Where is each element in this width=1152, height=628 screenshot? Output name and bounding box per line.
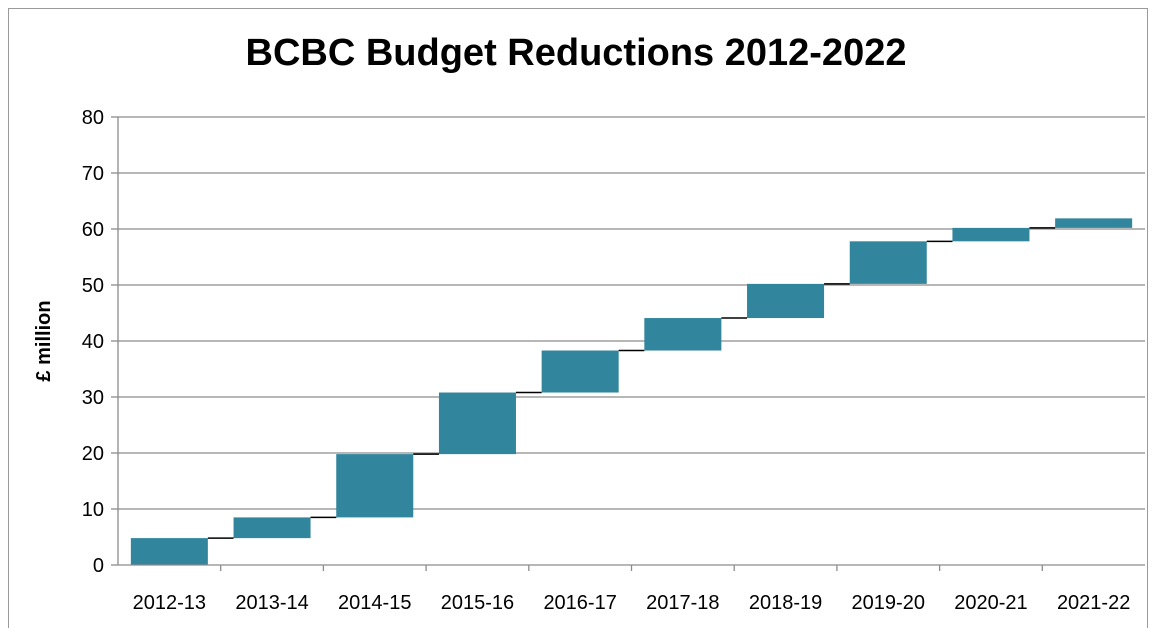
- x-tick-label: 2012-13: [133, 592, 206, 614]
- x-tick-label: 2016-17: [543, 592, 616, 614]
- y-tick-label: 50: [82, 275, 104, 297]
- bar-2013-14: [233, 517, 311, 539]
- bar-2018-19: [747, 283, 825, 319]
- x-tick-label: 2017-18: [646, 592, 719, 614]
- x-tick-label: 2020-21: [954, 592, 1027, 614]
- x-tick-label: 2019-20: [852, 592, 925, 614]
- y-tick-label: 60: [82, 219, 104, 241]
- bar-2017-18: [644, 318, 722, 351]
- x-axis-ticks: 2012-13 2013-14 2014-15 2015-16 2016-17 2017-…: [133, 565, 1130, 614]
- y-tick-label: 0: [93, 555, 104, 577]
- bar-2020-21: [952, 227, 1030, 242]
- x-tick-label: 2015-16: [441, 592, 514, 614]
- y-tick-label: 70: [82, 163, 104, 185]
- bars: [130, 218, 1133, 565]
- bar-2012-13: [130, 538, 208, 565]
- x-tick-label: 2021-22: [1057, 592, 1130, 614]
- y-tick-label: 80: [82, 107, 104, 129]
- chart-frame: [8, 8, 1148, 628]
- chart-title: BCBC Budget Reductions 2012-2022: [245, 32, 907, 74]
- x-tick-label: 2018-19: [749, 592, 822, 614]
- connectors: [207, 227, 1056, 539]
- bar-2014-15: [336, 454, 414, 518]
- x-tick-label: 2014-15: [338, 592, 411, 614]
- x-tick-label: 2013-14: [235, 592, 308, 614]
- gridlines: [118, 116, 1145, 510]
- bar-2016-17: [541, 350, 619, 393]
- y-axis-label: £ million: [33, 300, 55, 381]
- bar-2019-20: [849, 241, 927, 284]
- y-tick-label: 30: [82, 387, 104, 409]
- bar-2015-16: [438, 392, 516, 455]
- y-tick-label: 10: [82, 499, 104, 521]
- bar-2021-22: [1055, 218, 1133, 228]
- y-tick-label: 20: [82, 443, 104, 465]
- y-axis-ticks: 0 10 20 30 40 50 60 70 80: [82, 107, 118, 577]
- y-tick-label: 40: [82, 331, 104, 353]
